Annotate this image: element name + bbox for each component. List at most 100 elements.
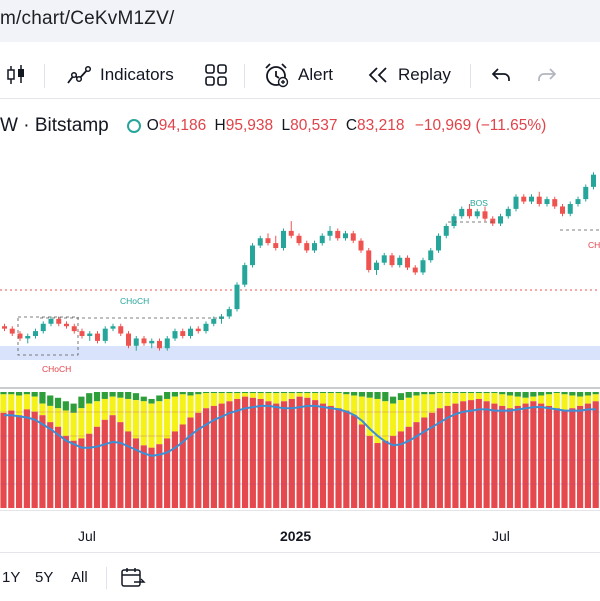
candle-body [71, 326, 77, 332]
symbol-legend: W · Bitstamp O94,186 H95,938 L80,537 C83… [0, 112, 546, 140]
oscillator-yellow-bar [413, 395, 420, 423]
candle-body [397, 257, 403, 266]
candle-body [172, 331, 178, 339]
calendar-icon[interactable] [120, 566, 146, 595]
oscillator-red-bar [553, 408, 560, 508]
oscillator-yellow-bar [265, 393, 272, 402]
oscillator-red-bar [202, 408, 210, 508]
high-label: H [214, 117, 226, 134]
candle-body [412, 267, 418, 273]
candle-body [180, 331, 186, 336]
price-chart[interactable]: CHoCH CHoCH BOS CH [0, 150, 600, 510]
oscillator-red-bar [358, 424, 366, 508]
oscillator-red-bar [499, 405, 506, 508]
oscillator-yellow-bar [390, 403, 397, 437]
oscillator-red-bar [171, 431, 179, 508]
address-bar[interactable]: m/chart/CeKvM1ZV/ [0, 0, 600, 42]
candle-body [95, 333, 100, 341]
oscillator-green-bar [241, 392, 249, 394]
replay-button[interactable]: Replay [366, 58, 451, 92]
oscillator-green-bar [335, 392, 342, 394]
redo-icon [536, 65, 558, 85]
candle-body [451, 216, 457, 226]
oscillator-green-bar [366, 392, 373, 398]
candle-body [374, 262, 379, 270]
candle-body [567, 204, 573, 214]
oscillator-pane [0, 392, 600, 508]
candle-body [389, 255, 395, 266]
indicators-label: Indicators [100, 65, 174, 84]
oscillator-red-bar [522, 403, 529, 508]
range-all-button[interactable]: All [71, 569, 88, 586]
oscillator-green-bar [538, 392, 545, 396]
oscillator-yellow-bar [257, 393, 264, 399]
indicators-button[interactable]: Indicators [66, 58, 174, 92]
oscillator-yellow-bar [514, 396, 521, 406]
oscillator-red-bar [506, 408, 514, 508]
candle-body [257, 238, 263, 246]
chart-toolbar: Indicators Alert Replay [0, 52, 600, 99]
redo-button[interactable] [536, 58, 558, 92]
demand-zone [0, 346, 600, 360]
candle-body [234, 284, 240, 310]
oscillator-red-bar [93, 426, 101, 508]
oscillator-red-bar [210, 405, 217, 508]
oscillator-red-bar [390, 436, 397, 508]
oscillator-red-bar [382, 440, 389, 508]
range-5y-button[interactable]: 5Y [35, 569, 54, 586]
oscillator-yellow-bar [538, 395, 545, 404]
candle-body [583, 186, 589, 200]
oscillator-yellow-bar [506, 395, 514, 409]
oscillator-green-bar [467, 392, 475, 394]
candle-body [498, 216, 503, 224]
oscillator-red-bar [39, 415, 46, 508]
candle-body [102, 328, 108, 341]
oscillator-red-bar [483, 401, 490, 508]
oscillator-green-bar [117, 392, 124, 398]
candle-body [250, 245, 255, 266]
oscillator-green-bar [561, 392, 568, 395]
oscillator-green-bar [522, 392, 529, 398]
oscillator-red-bar [405, 426, 412, 508]
oscillator-red-bar [140, 445, 147, 508]
candle-body [575, 199, 581, 204]
oscillator-green-bar [23, 392, 30, 395]
url-text[interactable]: m/chart/CeKvM1ZV/ [0, 8, 175, 29]
time-axis[interactable]: Jul 2025 Jul [0, 510, 600, 551]
oscillator-red-bar [475, 398, 482, 508]
oscillator-red-bar [397, 431, 404, 508]
oscillator-red-bar [538, 403, 545, 508]
oscillator-yellow-bar [15, 395, 23, 416]
low-label: L [281, 117, 291, 134]
oscillator-yellow-bar [421, 394, 428, 418]
symbol-title[interactable]: W · Bitstamp [0, 115, 109, 136]
oscillator-green-bar [452, 392, 459, 394]
candle-body [366, 250, 372, 270]
oscillator-green-bar [584, 392, 592, 396]
oscillator-green-bar [545, 392, 553, 395]
oscillator-red-bar [62, 436, 69, 508]
oscillator-red-bar [569, 408, 576, 508]
candle-body [288, 230, 294, 236]
undo-button[interactable] [490, 58, 512, 92]
oscillator-green-bar [304, 392, 311, 394]
oscillator-red-bar [164, 438, 171, 508]
oscillator-red-bar [351, 415, 358, 508]
candles-button[interactable] [6, 58, 26, 92]
alert-button[interactable]: Alert [262, 58, 333, 92]
candle-body [420, 260, 426, 273]
oscillator-green-bar [460, 392, 467, 394]
candle-body [281, 230, 286, 248]
oscillator-yellow-bar [93, 401, 101, 427]
oscillator-yellow-bar [171, 396, 179, 432]
oscillator-green-bar [436, 392, 443, 394]
candle-body [226, 309, 232, 317]
candle-body [265, 238, 271, 244]
candle-body [560, 206, 565, 214]
templates-button[interactable] [204, 58, 228, 92]
candle-body [195, 328, 201, 332]
oscillator-red-bar [327, 405, 334, 508]
range-1y-button[interactable]: 1Y [2, 569, 21, 586]
candle-body [343, 233, 348, 239]
oscillator-green-bar [195, 392, 202, 395]
